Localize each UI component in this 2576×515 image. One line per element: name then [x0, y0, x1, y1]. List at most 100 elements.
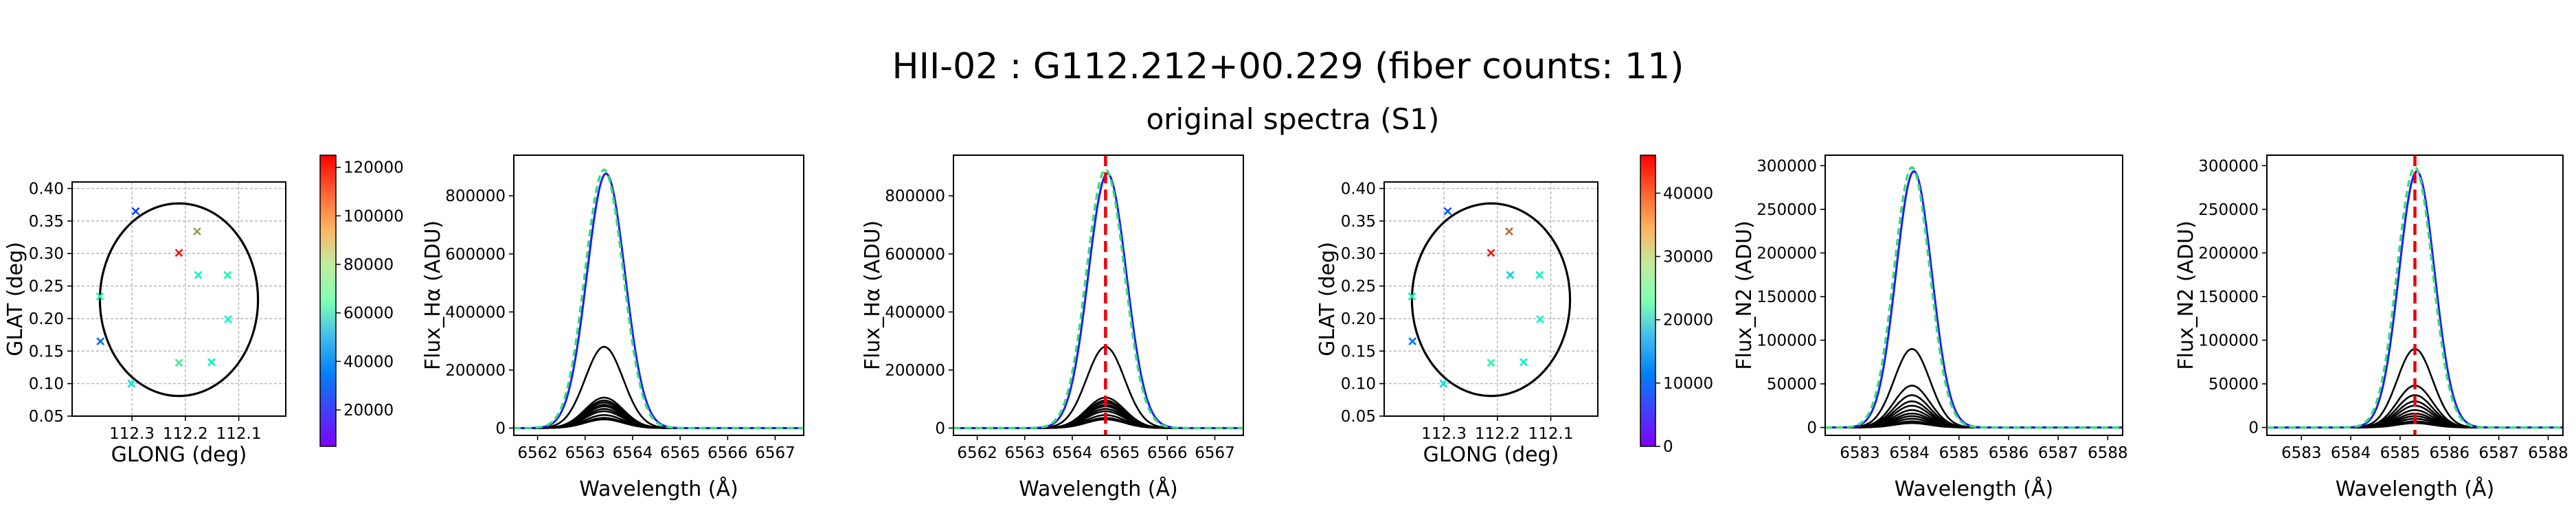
x-tick-label: 6586 — [2430, 444, 2470, 462]
axes-frame — [2266, 154, 2564, 436]
y-tick-label: 0.30 — [1341, 245, 1376, 263]
panel-spectra-halpha: 6562 6563 6564 6565 6566 6567 0 200000 400000 600… — [421, 154, 804, 501]
y-tick-label: 0.35 — [1341, 213, 1376, 231]
x-tick-label: 112.1 — [216, 425, 262, 443]
fiber-marker — [1519, 358, 1528, 367]
colorbar-tick-label: 80000 — [343, 256, 394, 274]
colorbar-tick-label: 30000 — [1663, 248, 1713, 266]
x-tick-label: 6562 — [517, 444, 558, 462]
colorbar-tick-label: 100000 — [343, 207, 404, 225]
fiber-marker — [1535, 271, 1544, 279]
y-axis-label: Flux_N2 (ADU) — [1732, 220, 1756, 369]
figure-title: HII-02 : G112.212+00.229 (fiber counts: … — [892, 46, 1684, 87]
y-tick-label: 150000 — [1756, 288, 1817, 306]
x-tick-label: 6588 — [2528, 444, 2568, 462]
fiber-marker — [193, 227, 201, 236]
fiber-marker-stroke — [223, 271, 232, 279]
colorbar — [319, 154, 337, 447]
fiber-circle — [98, 202, 260, 398]
y-tick-label: 0 — [2248, 420, 2259, 437]
fiber-marker-stroke — [1487, 249, 1495, 258]
panel-spectra-n2-centered: 6583 6584 6585 6586 6587 6588 0 50000 100000 1500… — [2174, 154, 2568, 501]
x-axis-label: Wavelength (Å) — [1895, 477, 2053, 501]
y-tick-label: 0.25 — [1341, 278, 1376, 296]
x-tick-label: 112.3 — [1421, 425, 1467, 443]
y-tick-label: 600000 — [885, 246, 945, 264]
y-tick-label: 0 — [495, 420, 506, 437]
x-tick-label: 6563 — [565, 444, 605, 462]
y-tick-label: 200000 — [445, 362, 506, 380]
y-tick-label: 800000 — [885, 187, 945, 205]
y-tick-label: 100000 — [1756, 332, 1817, 350]
y-tick-label: 0.25 — [29, 278, 64, 296]
x-tick-label: 6583 — [2281, 444, 2322, 462]
y-tick-label: 0.40 — [29, 180, 64, 198]
y-tick-label: 400000 — [885, 304, 945, 321]
fiber-marker-stroke — [194, 271, 203, 279]
x-tick-label: 6584 — [1889, 444, 1930, 462]
fiber-marker-stroke — [207, 358, 216, 367]
colorbar-tick-label: 60000 — [343, 305, 394, 323]
x-axis-label: GLONG (deg) — [111, 443, 247, 467]
panel-spectra-halpha-centered: 6562 6563 6564 6565 6566 6567 0 200000 400000 600… — [861, 154, 1244, 501]
fiber-marker-stroke — [1535, 271, 1544, 279]
sum-spectrum-green-line — [1825, 165, 2123, 429]
x-tick-label: 6584 — [2331, 444, 2371, 462]
y-tick-label: 0.15 — [29, 343, 64, 360]
y-tick-label: 0 — [1807, 420, 1817, 437]
fiber-marker-stroke — [174, 249, 183, 258]
x-tick-label: 6583 — [1840, 444, 1880, 462]
y-tick-label: 400000 — [445, 304, 506, 321]
fiber-marker — [174, 358, 183, 367]
x-axis-label: GLONG (deg) — [1423, 443, 1559, 467]
colorbar-tick-label: 40000 — [1663, 185, 1713, 203]
fiber-marker-stroke — [1536, 314, 1544, 323]
x-tick-label: 6587 — [2038, 444, 2079, 462]
fiber-marker — [1408, 337, 1417, 345]
x-tick-label: 112.2 — [163, 425, 208, 443]
fiber-spectrum-line — [953, 414, 1243, 429]
sum-spectrum-green-line — [514, 168, 804, 430]
y-tick-label: 0.20 — [29, 310, 64, 328]
y-tick-label: 0.05 — [1341, 408, 1376, 426]
fiber-marker — [1443, 207, 1452, 216]
fiber-marker-stroke — [1519, 358, 1528, 367]
colorbar-tick-label: 20000 — [1663, 312, 1713, 330]
plot-area — [2267, 155, 2563, 435]
y-tick-label: 100000 — [2198, 332, 2259, 350]
fiber-marker-stroke — [193, 227, 201, 236]
axes-frame — [953, 154, 1244, 436]
x-tick-label: 6563 — [1004, 444, 1045, 462]
x-tick-label: 6565 — [1100, 444, 1140, 462]
y-tick-label: 50000 — [2208, 376, 2259, 393]
axes-frame — [1824, 154, 2123, 436]
fiber-marker-stroke — [1408, 337, 1417, 345]
y-tick-label: 0.30 — [29, 245, 64, 263]
x-tick-label: 6564 — [613, 444, 653, 462]
y-tick-label: 250000 — [1756, 201, 1817, 219]
fiber-marker — [224, 314, 232, 323]
x-axis-label: Wavelength (Å) — [579, 477, 738, 501]
fiber-spectrum-line — [1825, 385, 2123, 428]
y-tick-label: 600000 — [445, 246, 506, 264]
fiber-marker — [174, 249, 183, 258]
plot-area — [72, 182, 286, 416]
x-tick-label: 112.2 — [1475, 425, 1520, 443]
y-tick-label: 0.10 — [29, 376, 64, 393]
y-axis-label: Flux_Hα (ADU) — [421, 220, 445, 370]
fiber-marker-stroke — [1443, 207, 1452, 216]
panel-fiber-map-halpha: 20000 40000 60000 80000 100000 120000 112.3 112… — [3, 154, 404, 467]
panel-fiber-map-n2: 0 10000 20000 30000 40000 112.3 112.2 112.1 0.05… — [1315, 154, 1713, 467]
fiber-marker-stroke — [96, 337, 105, 345]
plot-area — [514, 168, 804, 430]
fiber-marker-stroke — [131, 207, 140, 216]
fiber-marker-stroke — [1506, 271, 1515, 279]
x-tick-label: 6586 — [1989, 444, 2029, 462]
y-tick-label: 800000 — [445, 187, 506, 205]
x-tick-label: 6567 — [755, 444, 795, 462]
fiber-marker-stroke — [127, 379, 136, 388]
fiber-marker — [1487, 358, 1495, 367]
fiber-marker-stroke — [1487, 358, 1495, 367]
x-tick-label: 6566 — [708, 444, 748, 462]
